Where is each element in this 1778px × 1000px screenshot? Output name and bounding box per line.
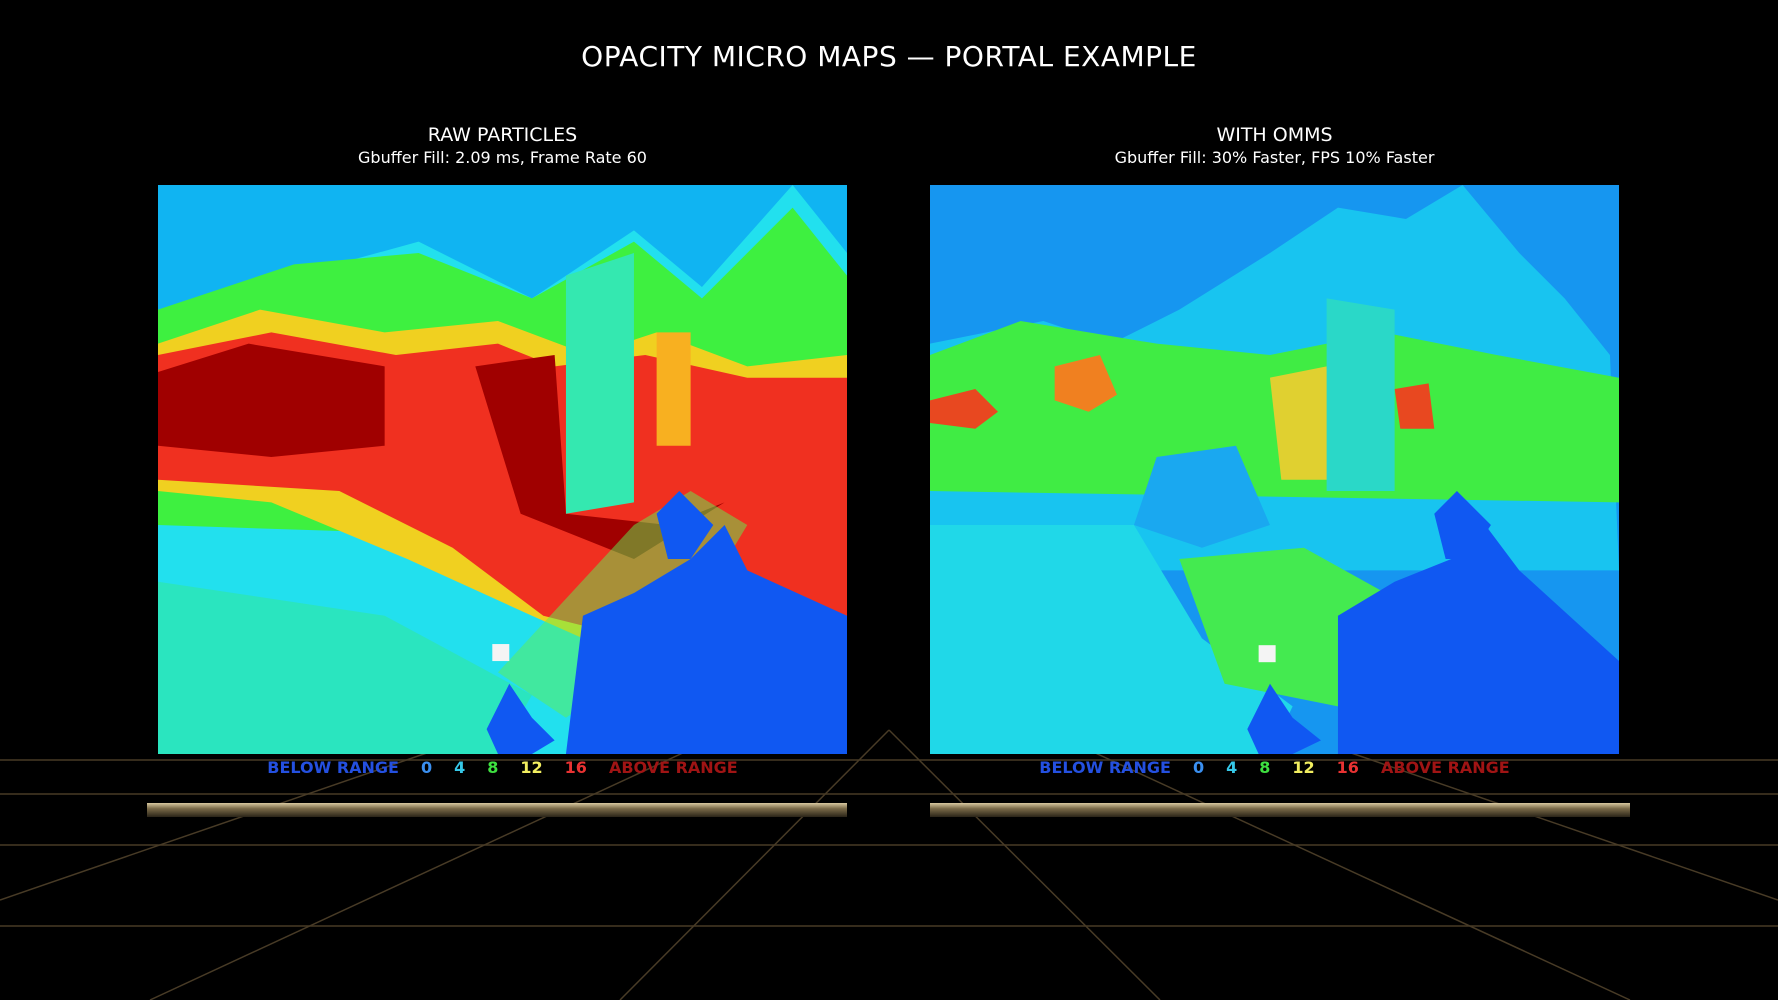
legend-item: BELOW RANGE — [267, 758, 399, 777]
legend-item: 16 — [564, 758, 587, 777]
pedestal — [930, 803, 1630, 817]
heatmap-omm — [930, 185, 1619, 754]
legend: BELOW RANGE 0 4 8 12 16 ABOVE RANGE — [930, 758, 1619, 777]
panel-title: RAW PARTICLES — [427, 124, 578, 146]
legend-item: 4 — [454, 758, 466, 777]
slide-title: OPACITY MICRO MAPS — PORTAL EXAMPLE — [581, 40, 1197, 73]
legend-item: ABOVE RANGE — [608, 758, 738, 777]
legend: BELOW RANGE 0 4 8 12 16 ABOVE RANGE — [158, 758, 847, 777]
panel-subtitle: Gbuffer Fill: 30% Faster, FPS 10% Faster — [1114, 148, 1435, 167]
legend-item: ABOVE RANGE — [1380, 758, 1510, 777]
legend-item: 8 — [487, 758, 499, 777]
legend-item: 8 — [1259, 758, 1271, 777]
legend-item: 0 — [420, 758, 433, 777]
legend-item: BELOW RANGE — [1039, 758, 1171, 777]
legend-item: 16 — [1336, 758, 1359, 777]
legend-item: 12 — [520, 758, 543, 777]
panel-title: WITH OMMS — [1216, 124, 1333, 146]
pedestal — [147, 803, 847, 817]
heatmap-raw — [158, 185, 847, 754]
legend-item: 4 — [1226, 758, 1238, 777]
legend-item: 0 — [1192, 758, 1205, 777]
legend-item: 12 — [1292, 758, 1315, 777]
panel-subtitle: Gbuffer Fill: 2.09 ms, Frame Rate 60 — [358, 148, 647, 167]
